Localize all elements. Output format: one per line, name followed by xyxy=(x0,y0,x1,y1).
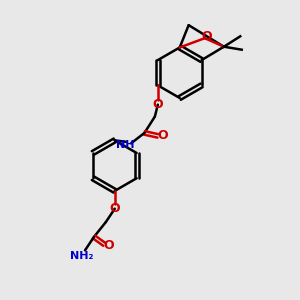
Text: O: O xyxy=(157,129,168,142)
Text: NH₂: NH₂ xyxy=(70,251,94,261)
Text: O: O xyxy=(103,239,114,252)
Text: O: O xyxy=(201,30,211,43)
Text: O: O xyxy=(152,98,163,111)
Text: O: O xyxy=(110,202,120,215)
Text: NH: NH xyxy=(116,140,135,150)
